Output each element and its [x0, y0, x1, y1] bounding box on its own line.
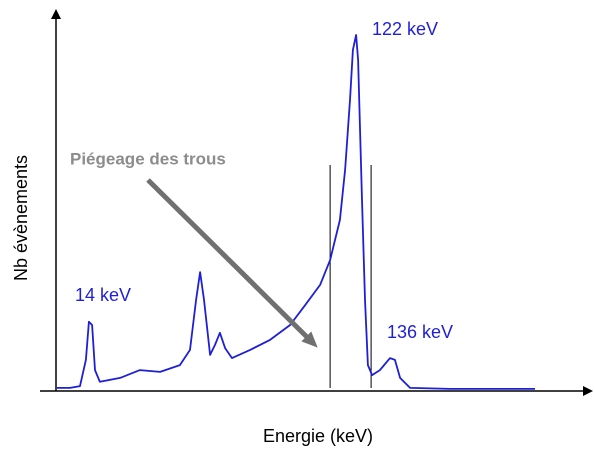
annotation: 136 keV: [387, 322, 453, 342]
annotation: 14 keV: [75, 285, 131, 305]
y-axis-title: Nb évènements: [11, 155, 31, 281]
annotation: 122 keV: [372, 19, 438, 39]
annotation: Piégeage des trous: [70, 149, 226, 168]
annotation-arrow: [146, 178, 318, 348]
spectrum-line: [57, 34, 535, 390]
x-axis-title: Energie (keV): [263, 426, 373, 446]
plot-area: [57, 34, 535, 390]
